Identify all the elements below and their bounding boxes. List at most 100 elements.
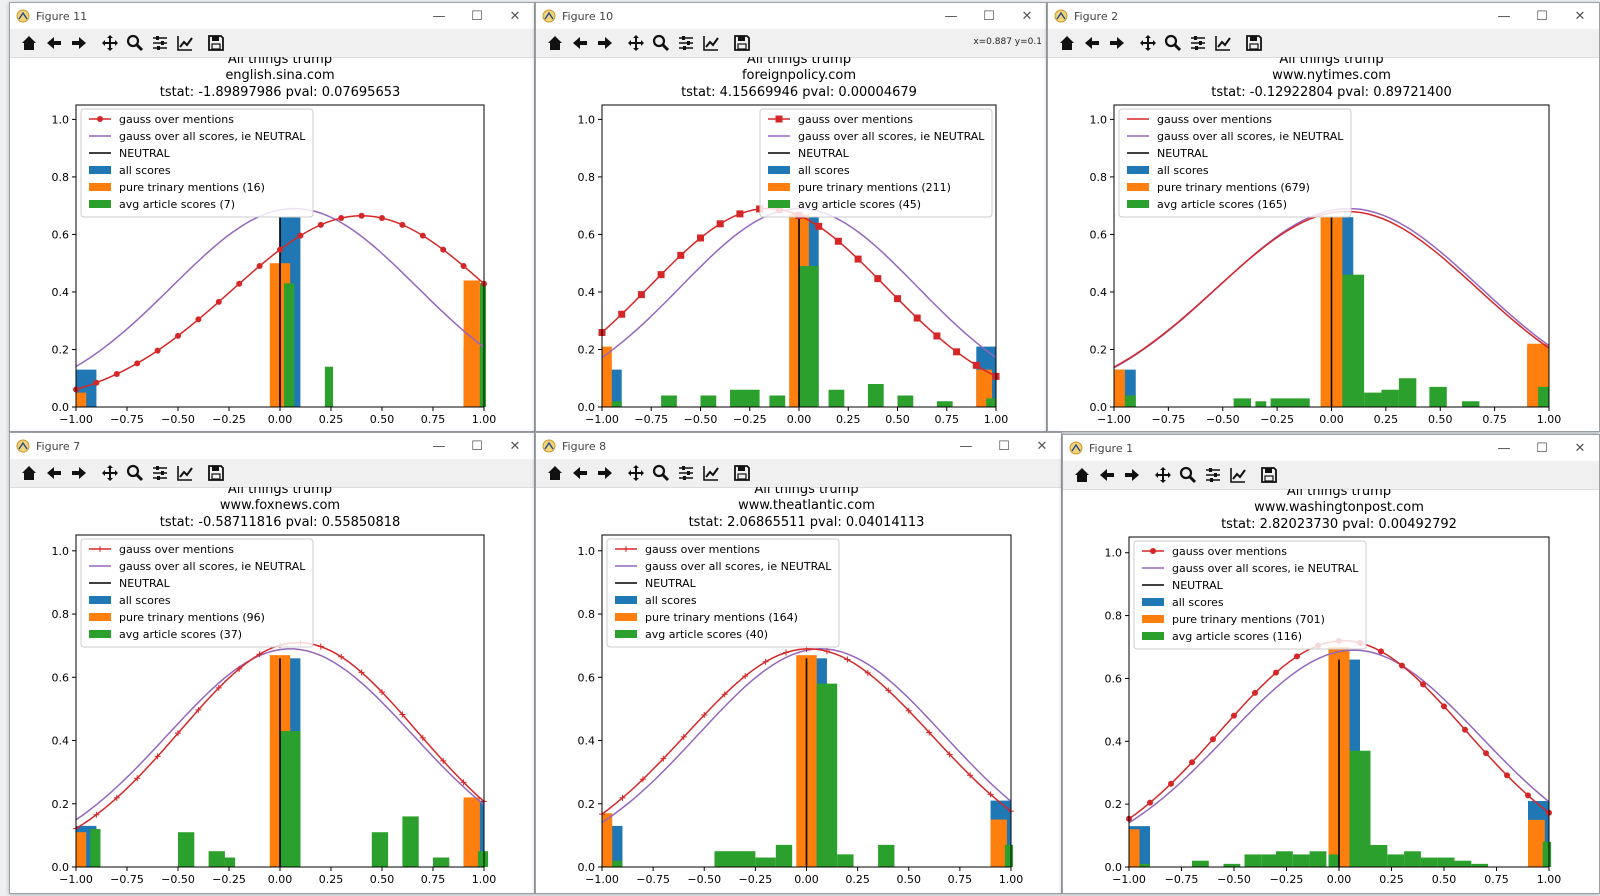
maximize-button[interactable]: ☐	[1536, 8, 1548, 24]
zoom-icon[interactable]	[124, 32, 146, 54]
home-icon[interactable]	[544, 32, 566, 54]
edit-axes-icon[interactable]	[1227, 464, 1249, 486]
title-bar[interactable]: Figure 7 — ☐ ✕	[10, 433, 534, 459]
save-icon[interactable]	[205, 462, 227, 484]
save-icon[interactable]	[1258, 464, 1280, 486]
zoom-icon[interactable]	[650, 32, 672, 54]
zoom-icon[interactable]	[1162, 32, 1184, 54]
bar-avg-article-score	[1309, 851, 1327, 867]
title-bar[interactable]: Figure 2 — ☐ ✕	[1048, 3, 1599, 29]
forward-arrow-icon[interactable]	[594, 462, 616, 484]
edit-axes-icon[interactable]	[700, 32, 722, 54]
minimize-button[interactable]: —	[1497, 440, 1511, 456]
maximize-button[interactable]: ☐	[471, 8, 483, 24]
x-tick-label: −1.00	[59, 413, 93, 426]
maximize-button[interactable]: ☐	[983, 8, 995, 24]
zoom-icon[interactable]	[124, 462, 146, 484]
close-button[interactable]: ✕	[509, 438, 521, 454]
back-arrow-icon[interactable]	[569, 32, 591, 54]
legend-marker	[97, 116, 103, 122]
forward-arrow-icon[interactable]	[1121, 464, 1143, 486]
gauss-mentions-marker	[844, 656, 851, 663]
maximize-button[interactable]: ☐	[471, 438, 483, 454]
minimize-button[interactable]: —	[1497, 8, 1511, 24]
x-tick-label: −0.50	[1217, 873, 1251, 886]
home-icon[interactable]	[18, 32, 40, 54]
maximize-button[interactable]: ☐	[998, 438, 1010, 454]
maximize-button[interactable]: ☐	[1536, 440, 1548, 456]
legend-marker	[1150, 548, 1156, 554]
back-arrow-icon[interactable]	[569, 462, 591, 484]
x-tick-label: −0.25	[733, 413, 767, 426]
back-arrow-icon[interactable]	[1096, 464, 1118, 486]
pan-icon[interactable]	[99, 462, 121, 484]
chart-stats: tstat: -0.58711816 pval: 0.55850818	[160, 515, 401, 530]
save-icon[interactable]	[1243, 32, 1265, 54]
legend-swatch	[1142, 632, 1164, 640]
minimize-button[interactable]: —	[432, 8, 446, 24]
legend-box	[80, 538, 314, 648]
pan-icon[interactable]	[625, 32, 647, 54]
gauss-mentions-marker	[1525, 792, 1531, 799]
edit-axes-icon[interactable]	[174, 32, 196, 54]
home-icon[interactable]	[1056, 32, 1078, 54]
bar-avg-article-score	[224, 857, 236, 867]
save-icon[interactable]	[731, 462, 753, 484]
configure-subplots-icon[interactable]	[675, 32, 697, 54]
pan-icon[interactable]	[1152, 464, 1174, 486]
legend-swatch	[1127, 166, 1149, 174]
bar-trinary-mention	[602, 813, 613, 867]
pan-icon[interactable]	[1137, 32, 1159, 54]
close-button[interactable]: ✕	[1574, 440, 1586, 456]
configure-subplots-icon[interactable]	[1202, 464, 1224, 486]
forward-arrow-icon[interactable]	[68, 462, 90, 484]
home-icon[interactable]	[18, 462, 40, 484]
forward-arrow-icon[interactable]	[68, 32, 90, 54]
forward-arrow-icon[interactable]	[1106, 32, 1128, 54]
edit-axes-icon[interactable]	[174, 462, 196, 484]
save-icon[interactable]	[205, 32, 227, 54]
edit-axes-icon[interactable]	[1212, 32, 1234, 54]
bar-avg-article-score	[178, 832, 195, 867]
save-icon[interactable]	[731, 32, 753, 54]
close-button[interactable]: ✕	[1036, 438, 1048, 454]
bar-trinary-mention	[976, 369, 993, 407]
zoom-icon[interactable]	[650, 462, 672, 484]
close-button[interactable]: ✕	[1574, 8, 1586, 24]
title-bar[interactable]: Figure 10 — ☐ ✕	[536, 3, 1046, 29]
back-arrow-icon[interactable]	[43, 32, 65, 54]
title-bar[interactable]: Figure 11 — ☐ ✕	[10, 3, 534, 29]
close-button[interactable]: ✕	[509, 8, 521, 24]
close-button[interactable]: ✕	[1021, 8, 1033, 24]
title-bar[interactable]: Figure 8 — ☐ ✕	[536, 433, 1061, 459]
home-icon[interactable]	[1071, 464, 1093, 486]
y-tick-label: 1.0	[578, 113, 596, 126]
navigation-toolbar: x=0.887 y=0.1	[536, 29, 1046, 58]
legend-swatch	[89, 166, 111, 174]
back-arrow-icon[interactable]	[1081, 32, 1103, 54]
x-tick-label: 0.25	[319, 873, 344, 886]
title-bar[interactable]: Figure 1 — ☐ ✕	[1063, 435, 1599, 461]
pan-icon[interactable]	[625, 462, 647, 484]
minimize-button[interactable]: —	[944, 8, 958, 24]
zoom-icon[interactable]	[1177, 464, 1199, 486]
configure-subplots-icon[interactable]	[149, 462, 171, 484]
minimize-button[interactable]: —	[432, 438, 446, 454]
gauss-mentions-marker	[1294, 653, 1300, 660]
bar-avg-article-score	[1454, 860, 1472, 867]
configure-subplots-icon[interactable]	[675, 462, 697, 484]
back-arrow-icon[interactable]	[43, 462, 65, 484]
edit-axes-icon[interactable]	[700, 462, 722, 484]
configure-subplots-icon[interactable]	[1187, 32, 1209, 54]
configure-subplots-icon[interactable]	[149, 32, 171, 54]
pan-icon[interactable]	[99, 32, 121, 54]
minimize-button[interactable]: —	[959, 438, 973, 454]
forward-arrow-icon[interactable]	[594, 32, 616, 54]
home-icon[interactable]	[544, 462, 566, 484]
